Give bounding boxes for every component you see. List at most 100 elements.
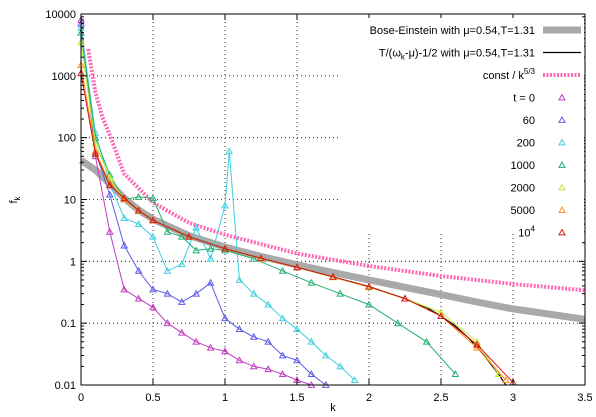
data-point [257, 254, 265, 262]
data-point [221, 347, 229, 355]
series-0 [77, 15, 316, 388]
x-axis-label: k [330, 402, 336, 414]
y-tick-label: 10000 [45, 9, 76, 21]
data-point [120, 241, 129, 249]
data-point [134, 206, 143, 214]
series-2 [77, 23, 359, 384]
legend-background [340, 18, 584, 233]
data-point [235, 275, 244, 283]
data-point [264, 300, 273, 308]
data-point [91, 149, 100, 157]
x-axis: 0 0.5 1 1.5 2 2.5 3 3.5 [78, 14, 593, 404]
data-point [249, 332, 258, 340]
x-tick-label: 3.5 [577, 392, 592, 404]
data-point [177, 232, 186, 240]
legend-label: t = 0 [513, 93, 535, 105]
legend-label: const / k5/3 [483, 67, 536, 82]
data-point [120, 214, 129, 222]
legend-swatch [558, 160, 566, 168]
data-point [329, 272, 337, 280]
legend-label: T/(ωk-μ)-1/2 with μ=0.54,T=1.31 [379, 48, 535, 62]
data-point [221, 246, 229, 254]
y-tick-label: 10 [64, 195, 76, 207]
series-1 [77, 19, 330, 388]
x-tick-label: 2 [366, 392, 372, 404]
data-point [264, 365, 273, 373]
data-point [134, 192, 143, 200]
data-point [134, 294, 143, 302]
data-point [293, 325, 301, 333]
series-line [80, 19, 312, 386]
series-line [80, 73, 514, 383]
data-point [249, 254, 258, 262]
data-point [149, 232, 157, 240]
legend-swatch [558, 93, 566, 101]
data-point [192, 223, 201, 231]
legend-label: 104 [518, 225, 535, 240]
data-point [336, 289, 345, 297]
x-tick-label: 3 [510, 392, 516, 404]
legend-swatch [558, 205, 566, 213]
data-point [149, 303, 157, 311]
data-point [120, 285, 129, 293]
legend-swatch [558, 183, 566, 191]
data-point [221, 244, 229, 252]
x-tick-label: 0 [78, 392, 84, 404]
data-point [149, 285, 157, 293]
data-point [192, 337, 201, 345]
legend-label: Bose-Einstein with μ=0.54,T=1.31 [370, 25, 535, 37]
data-point [437, 312, 445, 320]
data-point [192, 289, 201, 297]
data-point [105, 179, 114, 187]
y-tick-label: 0.1 [61, 318, 76, 330]
y-tick-label: 1 [70, 256, 76, 268]
data-point [307, 370, 316, 378]
data-point [278, 370, 287, 378]
data-point [221, 201, 229, 209]
legend-swatch [558, 138, 566, 146]
data-point [422, 337, 431, 345]
data-point [437, 308, 445, 316]
data-point [206, 254, 215, 262]
data-point [307, 278, 316, 286]
data-point [350, 376, 359, 384]
data-point [163, 266, 172, 274]
x-tick-label: 1.5 [289, 392, 304, 404]
data-point [293, 263, 301, 271]
series-6 [77, 69, 517, 386]
data-point [163, 227, 172, 235]
legend-label: 60 [523, 115, 535, 127]
data-point [149, 216, 157, 224]
data-series [77, 15, 517, 388]
legend-swatch [558, 228, 566, 236]
legend-swatch [558, 115, 566, 123]
data-point [192, 246, 201, 254]
y-axis-label: fk [8, 195, 22, 203]
x-tick-label: 0.5 [145, 392, 160, 404]
x-tick-label: 1 [222, 392, 228, 404]
data-point [206, 278, 215, 286]
data-point [473, 340, 481, 348]
series-line [80, 23, 327, 386]
data-point [501, 376, 510, 384]
data-point [206, 343, 215, 351]
data-point [321, 351, 330, 359]
x-tick-label: 2.5 [433, 392, 448, 404]
data-point [105, 181, 114, 189]
legend-label: 2000 [511, 183, 535, 195]
legend-label: 5000 [511, 205, 535, 217]
data-point [393, 319, 402, 327]
data-point [235, 356, 244, 364]
data-point [120, 194, 129, 202]
y-tick-label: 100 [58, 133, 76, 145]
data-point [177, 260, 186, 268]
data-point [163, 289, 172, 297]
data-point [177, 328, 186, 336]
data-point [105, 190, 114, 198]
data-point [225, 147, 234, 155]
data-point [221, 314, 229, 322]
data-point [293, 356, 301, 364]
data-point [249, 362, 258, 370]
legend-label: 200 [517, 138, 535, 150]
